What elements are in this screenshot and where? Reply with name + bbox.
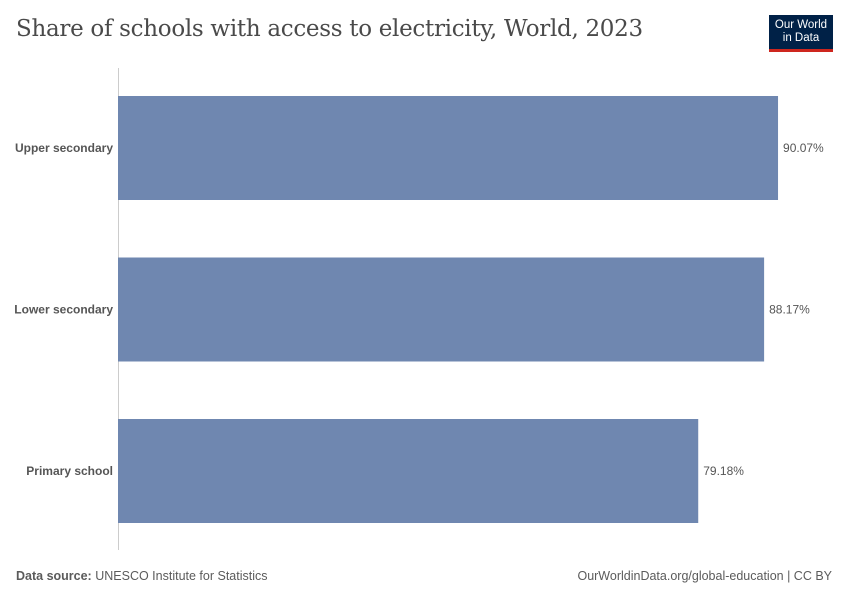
bar-upper-secondary[interactable] bbox=[118, 96, 779, 200]
bar-primary-school[interactable] bbox=[118, 419, 699, 523]
logo-line1: Our World bbox=[774, 19, 828, 31]
chart-title: Share of schools with access to electric… bbox=[16, 16, 643, 42]
value-label: 90.07% bbox=[783, 141, 824, 155]
footer-url[interactable]: OurWorldinData.org/global-education | CC… bbox=[577, 569, 832, 583]
value-label: 79.18% bbox=[703, 464, 744, 478]
bar-lower-secondary[interactable] bbox=[118, 257, 765, 362]
owid-logo[interactable]: Our World in Data bbox=[769, 15, 833, 52]
category-label: Lower secondary bbox=[14, 303, 113, 317]
logo-line2: in Data bbox=[782, 32, 820, 44]
category-label: Primary school bbox=[26, 464, 113, 478]
value-label: 88.17% bbox=[769, 303, 810, 317]
category-label: Upper secondary bbox=[15, 141, 113, 155]
source-label: Data source: bbox=[16, 569, 92, 583]
data-source: Data source: UNESCO Institute for Statis… bbox=[16, 569, 268, 583]
source-link[interactable]: UNESCO Institute for Statistics bbox=[95, 569, 268, 583]
